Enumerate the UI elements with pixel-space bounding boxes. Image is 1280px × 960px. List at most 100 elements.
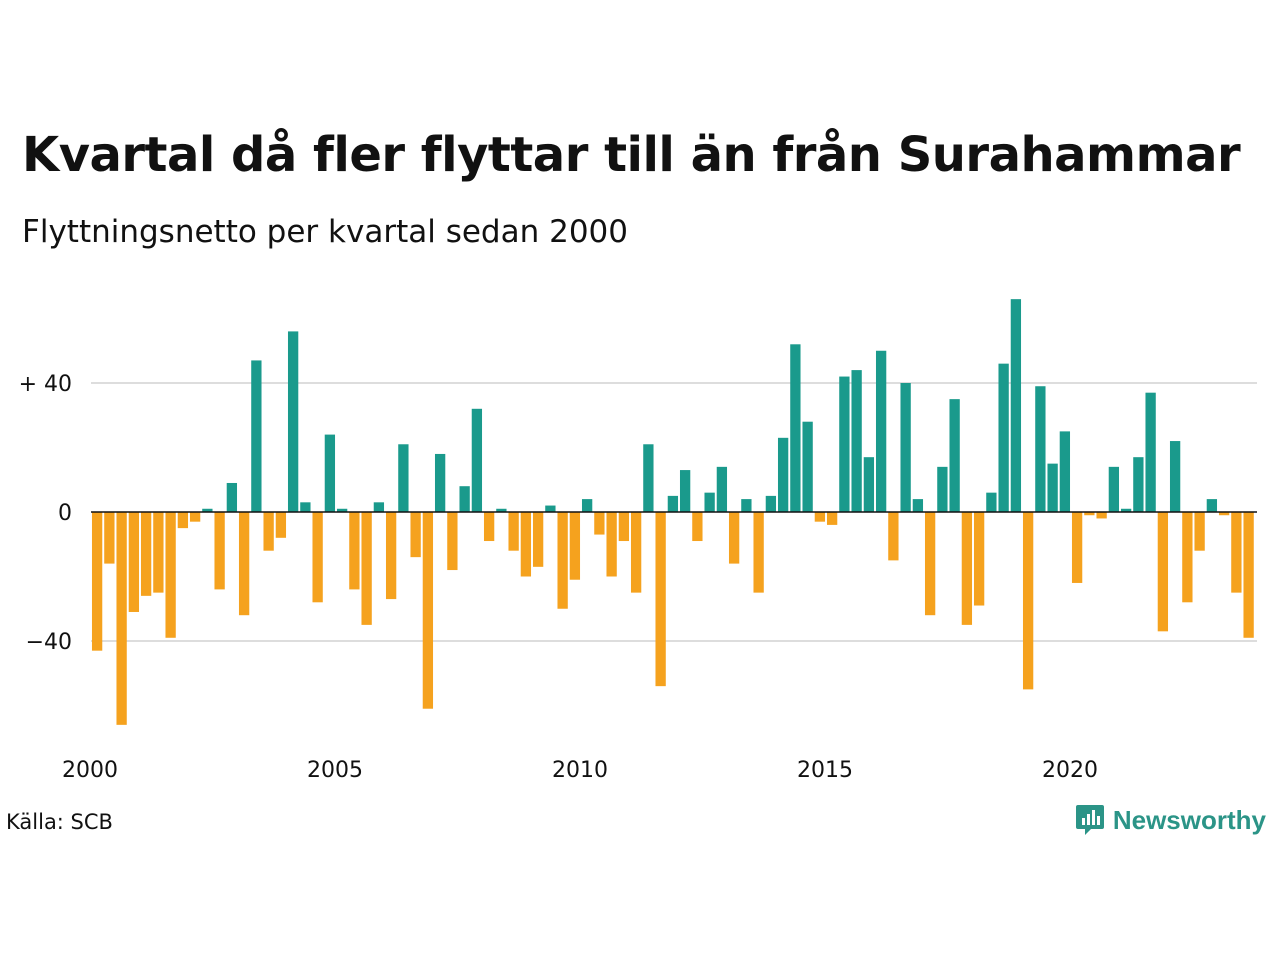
bar: [483, 512, 495, 542]
bar: [679, 470, 691, 512]
bar: [410, 512, 421, 558]
bar: [973, 512, 985, 606]
bar: [226, 482, 238, 513]
bar: [140, 512, 152, 596]
bar: [189, 512, 201, 522]
bar: [802, 421, 813, 512]
bar: [606, 512, 617, 577]
bar: [1218, 512, 1230, 516]
brand-name: Newsworthy: [1112, 804, 1266, 835]
bar: [741, 499, 752, 512]
y-tick-label: −40: [26, 630, 72, 655]
bar: [875, 350, 887, 512]
bar: [361, 512, 372, 625]
bar: [177, 512, 189, 529]
bar: [581, 499, 593, 512]
bar: [116, 512, 127, 725]
bar: [986, 492, 997, 512]
bar: [949, 399, 960, 513]
bar: [336, 508, 348, 512]
bar: [349, 512, 360, 590]
newsworthy-logo-icon: [1075, 805, 1104, 835]
bar: [1120, 508, 1132, 512]
bar: [202, 508, 213, 512]
source-note: Källa: SCB: [6, 810, 113, 834]
bar: [1071, 512, 1083, 583]
bar: [1084, 512, 1095, 516]
bar: [704, 492, 715, 512]
bar: [312, 512, 323, 603]
bar: [447, 512, 458, 571]
bar: [532, 512, 544, 567]
bar: [287, 331, 299, 512]
bar: [765, 495, 777, 513]
bar: [826, 512, 838, 525]
bar: [398, 444, 409, 512]
bar: [692, 512, 703, 542]
bar: [508, 512, 519, 551]
bar: [900, 383, 911, 512]
bar: [300, 502, 311, 512]
bar: [790, 344, 801, 512]
bar: [165, 512, 176, 638]
bar: [912, 499, 924, 512]
bar: [630, 512, 642, 593]
bar: [1206, 499, 1218, 512]
bar: [1231, 512, 1242, 593]
bar: [1059, 431, 1071, 513]
bar: [839, 376, 850, 512]
bar: [1194, 512, 1205, 551]
bar: [1035, 386, 1046, 513]
bar: [91, 512, 103, 651]
bar: [238, 512, 250, 616]
bar: [655, 512, 666, 687]
x-tick-label: 2010: [552, 758, 608, 783]
bar: [422, 512, 434, 709]
x-tick-label: 2020: [1042, 758, 1098, 783]
bar: [716, 466, 728, 512]
bar: [263, 512, 274, 551]
bar: [924, 512, 936, 616]
bar: [961, 512, 973, 625]
bar: [1133, 457, 1144, 513]
bar: [153, 512, 164, 593]
bar: [814, 512, 826, 522]
bar: [1096, 512, 1107, 519]
bar: [1182, 512, 1193, 603]
bar: [520, 512, 532, 577]
bar: [594, 512, 605, 535]
bar: [643, 444, 654, 512]
chart-subtitle: Flyttningsnetto per kvartal sedan 2000: [22, 214, 628, 250]
brand-logo[interactable]: Newsworthy: [1075, 803, 1266, 837]
bar: [1243, 512, 1254, 638]
bar: [618, 512, 630, 542]
bar: [434, 453, 446, 512]
bar: [1022, 512, 1034, 690]
bar: [557, 512, 568, 609]
bar: [275, 512, 287, 538]
bar: [1108, 466, 1120, 512]
bar: [937, 466, 948, 512]
bar: [545, 505, 556, 512]
x-tick-label: 2015: [797, 758, 853, 783]
bar: [496, 508, 507, 512]
bar: [728, 512, 740, 564]
y-tick-label: 0: [58, 501, 72, 526]
bar: [863, 457, 875, 513]
chart-title: Kvartal då fler flyttar till än från Sur…: [22, 127, 1241, 183]
y-tick-label: + 40: [19, 372, 72, 397]
bar: [753, 512, 764, 593]
bar: [471, 408, 483, 512]
bar: [214, 512, 225, 590]
bar: [1047, 463, 1058, 513]
bar: [998, 363, 1009, 512]
bar: [385, 512, 397, 600]
bar: [324, 434, 336, 512]
x-tick-label: 2005: [307, 758, 363, 783]
bar: [851, 370, 862, 512]
bar: [1010, 299, 1022, 512]
bar: [1145, 392, 1156, 513]
bar: [373, 502, 385, 512]
